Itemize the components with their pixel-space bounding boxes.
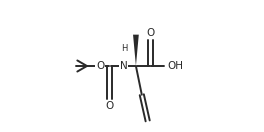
Text: O: O — [106, 101, 114, 111]
Text: OH: OH — [167, 61, 183, 71]
Polygon shape — [133, 35, 139, 66]
Text: O: O — [146, 28, 154, 38]
Text: H: H — [121, 44, 127, 53]
Text: O: O — [96, 61, 104, 71]
Text: N: N — [120, 61, 128, 71]
